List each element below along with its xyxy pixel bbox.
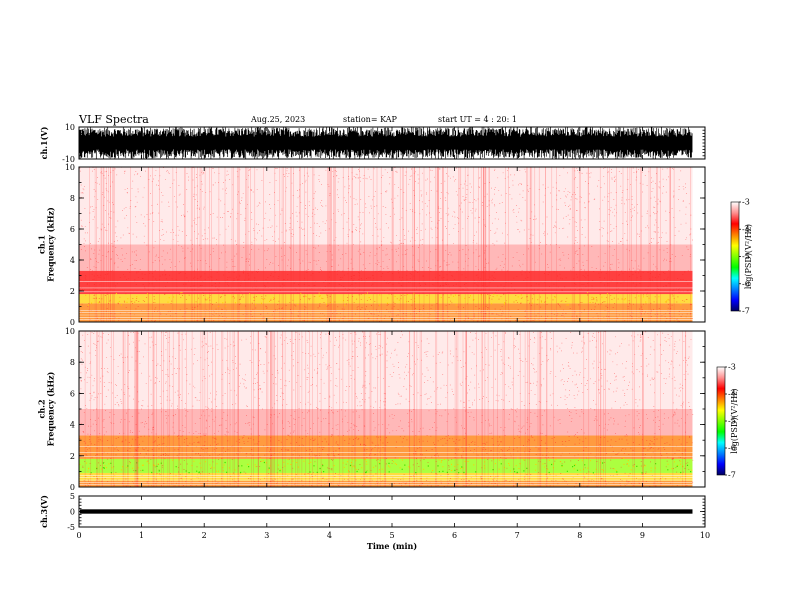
y-tick-label: 2 [70, 287, 75, 296]
spectrogram-band [79, 435, 693, 459]
colorbar-tick-label: -6 [728, 444, 736, 453]
y-axis-label: ch.2 [37, 399, 47, 418]
station-label: station= KAP [343, 115, 398, 124]
colorbar-tick-label: -6 [742, 279, 750, 288]
y-tick-label: 4 [70, 421, 75, 430]
colorbar-gradient [730, 201, 740, 312]
ch2-spectrogram-panel: 0 2 4 6 8 10 ch.2 Frequency (kHz) [37, 327, 706, 492]
colorbar-label: log(PSD)(V²/Hz) [744, 224, 753, 289]
colorbar-tick-label: -7 [742, 307, 750, 316]
ch1-spectrogram-panel: 0 2 4 6 8 10 ch.1 Frequency (kHz) [37, 163, 706, 327]
spectrogram-impulse-streaks [89, 167, 691, 322]
spectrogram-band [79, 472, 693, 481]
ch2-colorbar: -3 -4 -5 -6 -7 log(PSD)(V²/Hz) [716, 363, 739, 480]
x-tick-label: 1 [139, 531, 144, 540]
x-tick-label: 9 [640, 531, 645, 540]
y-axis-label: ch.3(V) [39, 495, 49, 528]
y-tick-label: 5 [70, 492, 75, 501]
x-tick-label: 2 [202, 531, 207, 540]
y-tick-label: 8 [70, 194, 75, 203]
spectrogram-band [79, 294, 693, 304]
colorbar-tick-label: -3 [728, 363, 736, 372]
ch1-waveform-trace [79, 127, 693, 159]
y-axis-label: Frequency (kHz) [46, 207, 56, 282]
colorbar-tick-label: -4 [728, 390, 736, 399]
time-axis: 0 1 2 3 4 5 6 7 8 9 10 Time (min) [76, 531, 710, 551]
x-tick-label: 5 [389, 531, 394, 540]
spectrogram-band [79, 270, 693, 295]
y-axis-label: ch.1(V) [39, 126, 49, 159]
y-axis-label: Frequency (kHz) [46, 371, 56, 446]
y-tick-label: 8 [70, 358, 75, 367]
x-tick-label: 10 [700, 531, 710, 540]
spectrogram-speckle-red [79, 330, 694, 488]
y-tick-label: 4 [70, 256, 75, 265]
y-tick-label: 6 [70, 389, 75, 398]
x-tick-label: 8 [577, 531, 582, 540]
figure-title: VLF Spectra [78, 113, 149, 126]
y-tick-label: 10 [65, 123, 75, 132]
colorbar-tick-label: -7 [728, 471, 736, 480]
y-tick-label: 10 [65, 163, 75, 172]
spectrogram-speckle-yellow [79, 456, 693, 472]
y-tick-label: 6 [70, 225, 75, 234]
spectrogram-band [79, 480, 693, 487]
x-tick-label: 6 [452, 531, 457, 540]
y-tick-label: 0 [70, 483, 75, 492]
colorbar-tick-label: -5 [742, 252, 750, 261]
ch1-colorbar: -3 -4 -5 -6 -7 log(PSD)(V²/Hz) [730, 198, 753, 316]
spectrogram-band [79, 167, 693, 245]
colorbar-gradient [716, 366, 726, 476]
x-tick-label: 0 [76, 531, 81, 540]
colorbar-tick-label: -5 [728, 417, 736, 426]
y-tick-label: 10 [65, 327, 75, 336]
y-tick-label: 2 [70, 452, 75, 461]
ch3-waveform-panel: 5 0 -5 ch.3(V) [39, 492, 706, 532]
spectrogram-tone-lines [79, 446, 693, 485]
y-tick-label: 0 [70, 318, 75, 327]
colorbar-tick-label: -4 [742, 225, 750, 234]
x-tick-label: 4 [327, 531, 332, 540]
x-axis-label: Time (min) [367, 541, 417, 551]
ch3-waveform-trace [80, 509, 693, 514]
spectrogram-band [79, 458, 693, 473]
x-tick-label: 7 [515, 531, 520, 540]
spectrogram-speckle-yellow [85, 292, 692, 307]
start-time-label: start UT = 4 : 20: 1 [438, 115, 517, 124]
y-tick-label: -10 [62, 155, 75, 164]
ch1-waveform-panel: 10 -10 ch.1(V) [39, 123, 706, 164]
spectrogram-band [79, 331, 693, 409]
spectrogram-impulse-streaks [78, 331, 687, 487]
y-tick-label: -5 [67, 523, 75, 532]
spectrogram-tone-lines [79, 281, 693, 320]
colorbar-tick-label: -3 [742, 198, 750, 207]
date-label: Aug.25, 2023 [250, 115, 305, 124]
x-tick-label: 3 [264, 531, 269, 540]
spectrogram-band [79, 409, 693, 436]
spectrogram-band [79, 244, 693, 271]
y-axis-label: ch.1 [37, 235, 47, 254]
y-tick-label: 0 [70, 508, 75, 517]
colorbar-label: log(PSD)(V²/Hz) [730, 388, 739, 453]
spectrogram-speckle-green [90, 461, 692, 474]
